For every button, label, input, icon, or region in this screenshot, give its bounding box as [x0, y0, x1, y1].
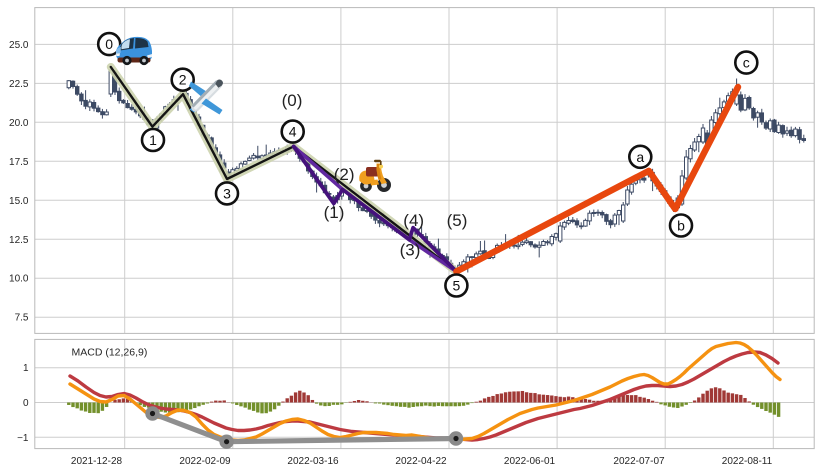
- svg-text:12.5: 12.5: [9, 235, 29, 246]
- svg-text:2021-12-28: 2021-12-28: [71, 456, 123, 467]
- svg-text:20.0: 20.0: [9, 118, 29, 129]
- svg-text:25.0: 25.0: [9, 40, 29, 51]
- svg-text:10.0: 10.0: [9, 274, 29, 285]
- svg-text:2022-02-09: 2022-02-09: [179, 456, 231, 467]
- svg-text:2022-03-16: 2022-03-16: [287, 456, 339, 467]
- svg-text:0: 0: [105, 36, 113, 52]
- svg-text:(0): (0): [282, 91, 303, 110]
- svg-text:3: 3: [223, 185, 231, 201]
- svg-text:5: 5: [453, 278, 461, 294]
- svg-text:2022-06-01: 2022-06-01: [504, 456, 556, 467]
- svg-text:(5): (5): [447, 211, 468, 230]
- svg-text:(2): (2): [334, 165, 355, 184]
- svg-text:2022-07-07: 2022-07-07: [613, 456, 665, 467]
- svg-text:a: a: [636, 149, 644, 165]
- svg-text:7.5: 7.5: [15, 313, 29, 324]
- svg-text:b: b: [677, 218, 685, 234]
- svg-text:1: 1: [149, 132, 157, 148]
- svg-text:(3): (3): [400, 241, 421, 260]
- svg-text:2022-04-22: 2022-04-22: [395, 456, 447, 467]
- svg-text:2: 2: [179, 72, 187, 88]
- svg-text:(4): (4): [403, 211, 424, 230]
- svg-text:−1: −1: [17, 433, 29, 444]
- svg-text:MACD (12,26,9): MACD (12,26,9): [72, 347, 148, 359]
- svg-text:4: 4: [289, 124, 297, 140]
- svg-text:0: 0: [23, 398, 29, 409]
- svg-text:(1): (1): [324, 203, 345, 222]
- svg-text:22.5: 22.5: [9, 79, 29, 90]
- svg-text:15.0: 15.0: [9, 196, 29, 207]
- svg-text:c: c: [743, 55, 750, 71]
- svg-text:1: 1: [23, 363, 29, 374]
- svg-text:2022-08-11: 2022-08-11: [722, 456, 773, 467]
- svg-text:17.5: 17.5: [9, 157, 29, 168]
